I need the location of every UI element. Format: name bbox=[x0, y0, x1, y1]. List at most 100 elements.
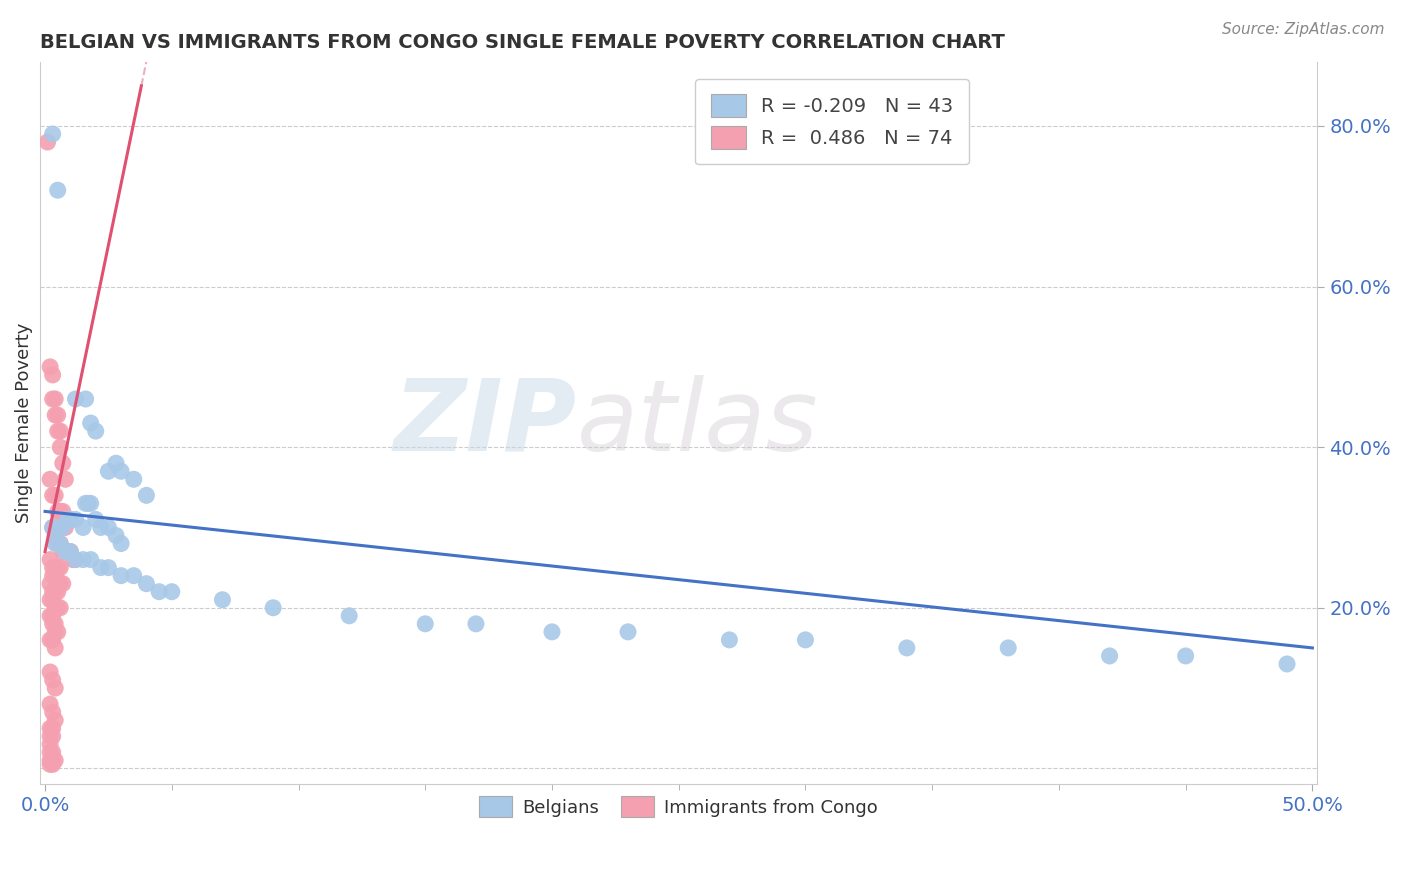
Point bbox=[37, 135, 59, 149]
Point bbox=[122, 472, 145, 486]
Point bbox=[44, 640, 66, 655]
Point bbox=[65, 392, 87, 406]
Point bbox=[79, 416, 101, 430]
Point bbox=[44, 624, 66, 639]
Text: Source: ZipAtlas.com: Source: ZipAtlas.com bbox=[1222, 22, 1385, 37]
Point bbox=[41, 729, 63, 743]
Text: BELGIAN VS IMMIGRANTS FROM CONGO SINGLE FEMALE POVERTY CORRELATION CHART: BELGIAN VS IMMIGRANTS FROM CONGO SINGLE … bbox=[39, 33, 1005, 52]
Point bbox=[49, 424, 72, 438]
Point bbox=[46, 600, 69, 615]
Point bbox=[44, 536, 66, 550]
Point bbox=[72, 520, 94, 534]
Point bbox=[41, 745, 63, 759]
Point bbox=[65, 552, 87, 566]
Point bbox=[49, 504, 72, 518]
Point bbox=[135, 576, 157, 591]
Point bbox=[39, 745, 62, 759]
Point bbox=[39, 721, 62, 735]
Point bbox=[49, 440, 72, 454]
Point bbox=[41, 721, 63, 735]
Point bbox=[41, 127, 63, 141]
Point bbox=[53, 544, 76, 558]
Point bbox=[49, 576, 72, 591]
Point bbox=[46, 624, 69, 639]
Point bbox=[46, 424, 69, 438]
Point bbox=[41, 632, 63, 647]
Point bbox=[413, 616, 436, 631]
Point bbox=[39, 757, 62, 772]
Point bbox=[53, 520, 76, 534]
Point bbox=[52, 520, 75, 534]
Point bbox=[41, 757, 63, 772]
Point bbox=[49, 560, 72, 574]
Point bbox=[39, 552, 62, 566]
Point bbox=[337, 608, 360, 623]
Point bbox=[52, 504, 75, 518]
Point bbox=[541, 624, 564, 639]
Point bbox=[39, 359, 62, 374]
Text: atlas: atlas bbox=[576, 375, 818, 472]
Point bbox=[110, 536, 132, 550]
Legend: Belgians, Immigrants from Congo: Belgians, Immigrants from Congo bbox=[470, 787, 887, 826]
Point bbox=[39, 729, 62, 743]
Point bbox=[79, 496, 101, 510]
Point bbox=[39, 665, 62, 679]
Point bbox=[46, 183, 69, 197]
Point bbox=[52, 456, 75, 470]
Point bbox=[52, 544, 75, 558]
Point bbox=[41, 753, 63, 767]
Point bbox=[46, 560, 69, 574]
Point bbox=[44, 584, 66, 599]
Point bbox=[44, 392, 66, 406]
Point bbox=[110, 568, 132, 582]
Point bbox=[39, 753, 62, 767]
Point bbox=[49, 600, 72, 615]
Point bbox=[39, 737, 62, 751]
Point bbox=[46, 584, 69, 599]
Point bbox=[52, 576, 75, 591]
Point bbox=[75, 496, 97, 510]
Point bbox=[49, 536, 72, 550]
Point bbox=[1098, 648, 1121, 663]
Point bbox=[41, 673, 63, 687]
Y-axis label: Single Female Poverty: Single Female Poverty bbox=[15, 323, 32, 524]
Point bbox=[41, 560, 63, 574]
Point bbox=[46, 504, 69, 518]
Point bbox=[41, 592, 63, 607]
Point bbox=[211, 592, 233, 607]
Point bbox=[44, 616, 66, 631]
Point bbox=[41, 488, 63, 502]
Point bbox=[90, 560, 112, 574]
Point bbox=[41, 584, 63, 599]
Point bbox=[41, 520, 63, 534]
Point bbox=[148, 584, 170, 599]
Point bbox=[122, 568, 145, 582]
Point bbox=[53, 472, 76, 486]
Point bbox=[997, 640, 1019, 655]
Point bbox=[39, 472, 62, 486]
Point bbox=[44, 713, 66, 727]
Point bbox=[41, 705, 63, 719]
Point bbox=[41, 368, 63, 382]
Point bbox=[617, 624, 640, 639]
Point bbox=[896, 640, 918, 655]
Point bbox=[49, 536, 72, 550]
Point bbox=[110, 464, 132, 478]
Point bbox=[44, 568, 66, 582]
Point bbox=[39, 632, 62, 647]
Point bbox=[39, 608, 62, 623]
Point bbox=[718, 632, 741, 647]
Text: ZIP: ZIP bbox=[394, 375, 576, 472]
Point bbox=[72, 552, 94, 566]
Point bbox=[262, 600, 284, 615]
Point bbox=[84, 512, 107, 526]
Point bbox=[90, 520, 112, 534]
Point bbox=[77, 496, 100, 510]
Point bbox=[135, 488, 157, 502]
Point bbox=[39, 592, 62, 607]
Point bbox=[105, 528, 128, 542]
Point bbox=[97, 464, 120, 478]
Point bbox=[1275, 657, 1298, 671]
Point bbox=[794, 632, 817, 647]
Point bbox=[65, 512, 87, 526]
